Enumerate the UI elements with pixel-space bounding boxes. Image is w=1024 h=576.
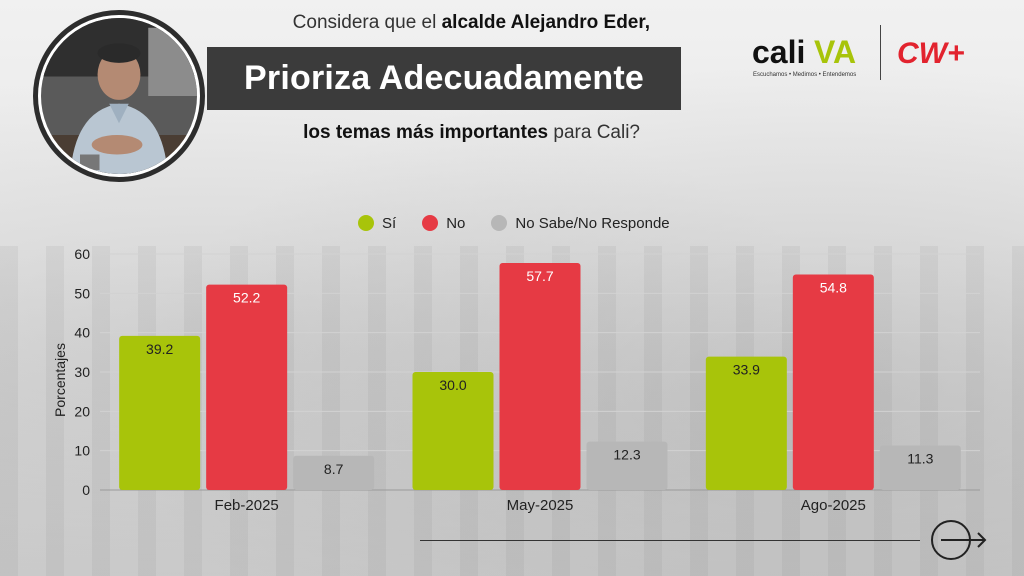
bar-2-1 [586, 441, 668, 490]
bar-chart: 0 10 20 30 40 50 60 Porcentajes 39.2 52.2 8.7 Feb-2… [52, 246, 980, 514]
arrow-right-circle-icon[interactable] [929, 518, 989, 562]
legend-item-no-sabe: No Sabe/No Responde [491, 214, 670, 232]
caliva-logo-suffix: VA [814, 34, 856, 70]
legend-label-no: No [446, 214, 466, 232]
legend-swatch-no [422, 215, 439, 231]
question-line-3: los temas más importantes para Cali? [240, 122, 640, 144]
y-tick-label: 20 [74, 403, 90, 419]
question-line-1-bold: alcalde Alejandro Eder, [441, 12, 650, 33]
legend-item-no: No [422, 215, 465, 232]
bar-0-0 [119, 335, 201, 490]
y-tick-label: 0 [82, 482, 90, 498]
y-tick-label: 60 [74, 246, 90, 262]
banner-text: Prioriza Adecuadamente [244, 59, 644, 97]
bar-value-label: 54.8 [820, 279, 847, 295]
footer-divider [420, 540, 920, 541]
bar-2-0 [293, 455, 375, 490]
question-line-3-bold: los temas más importantes [303, 122, 549, 143]
question-line-1: Considera que el alcalde Alejandro Eder, [220, 12, 650, 34]
bar-value-label: 30.0 [439, 377, 466, 393]
y-tick-label: 40 [74, 325, 90, 341]
question-banner: Prioriza Adecuadamente [207, 47, 681, 110]
legend-swatch-si [358, 215, 374, 231]
bar-1-0 [206, 284, 288, 490]
x-tick-label: May-2025 [507, 497, 574, 514]
logo-divider [880, 25, 881, 80]
bar-value-label: 52.2 [233, 290, 260, 306]
legend-label-no-sabe: No Sabe/No Responde [515, 214, 670, 232]
chart-legend: Sí No No Sabe/No Responde [358, 212, 670, 234]
mayor-photo-illustration [41, 18, 197, 174]
question-line-3-suffix: para Cali? [548, 122, 640, 143]
y-tick-label: 50 [74, 285, 90, 301]
y-tick-label: 10 [74, 443, 90, 459]
bar-value-label: 57.7 [526, 268, 553, 284]
cw-plus-logo-text: CW+ [897, 37, 965, 70]
legend-label-si: Sí [382, 214, 397, 232]
caliva-logo: cali VA Escuchamos • Medimos • Entendemo… [752, 34, 856, 78]
legend-item-si: Sí [358, 215, 396, 232]
bar-1-1 [499, 263, 581, 490]
bar-0-1 [412, 372, 494, 490]
bar-value-label: 11.3 [907, 451, 933, 467]
x-tick-label: Ago-2025 [801, 497, 866, 514]
bar-value-label: 12.3 [613, 447, 640, 463]
bar-value-label: 33.9 [733, 362, 760, 378]
bar-value-label: 8.7 [324, 461, 344, 477]
x-tick-label: Feb-2025 [215, 497, 279, 514]
bar-1-2 [792, 274, 874, 490]
cw-plus-logo: CW+ [897, 37, 965, 70]
y-tick-label: 30 [74, 364, 90, 380]
legend-swatch-no-sabe [491, 215, 508, 231]
mayor-portrait [33, 10, 205, 182]
bar-2-2 [879, 445, 961, 490]
y-axis-label: Porcentajes [52, 343, 68, 417]
bar-value-label: 39.2 [146, 341, 173, 357]
caliva-logo-word: cali [752, 34, 805, 70]
caliva-tagline: Escuchamos • Medimos • Entendemos [753, 72, 856, 78]
bar-0-2 [705, 356, 787, 490]
question-line-1-prefix: Considera que el [292, 12, 442, 33]
